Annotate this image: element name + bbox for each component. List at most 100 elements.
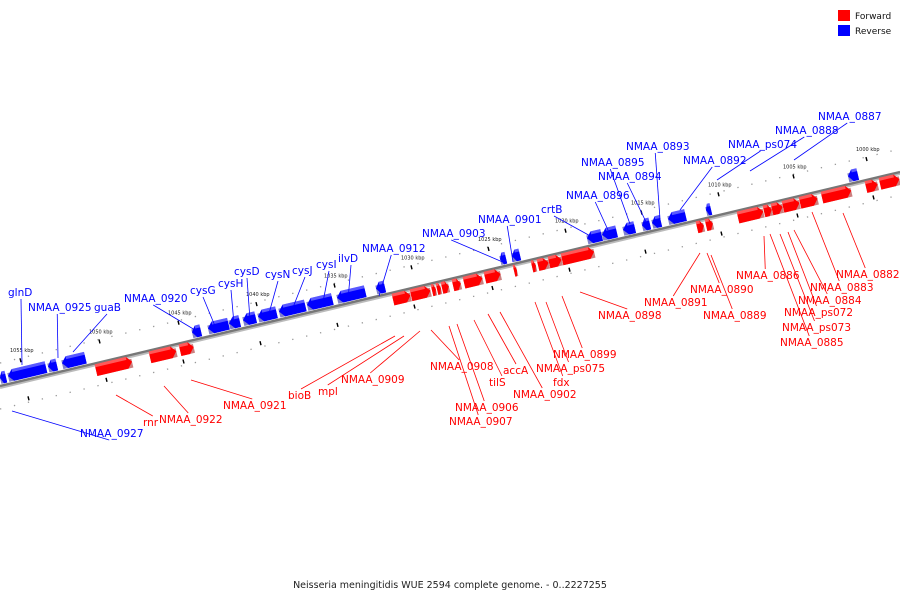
forward-gene[interactable] [736,206,765,224]
reverse-gene[interactable] [228,315,242,330]
gene-body[interactable] [47,358,59,373]
gene-body[interactable] [306,293,334,311]
gene-body[interactable] [451,278,463,292]
gene-body[interactable] [391,290,412,306]
gene-body[interactable] [483,268,502,284]
reverse-gene[interactable] [847,168,860,183]
gene-body[interactable] [704,218,715,231]
gene-body[interactable] [762,204,774,218]
gene-body[interactable] [512,264,519,277]
gene-body[interactable] [878,173,900,190]
forward-gene[interactable] [762,204,774,218]
forward-gene[interactable] [560,246,596,266]
reverse-gene[interactable] [705,203,713,216]
gene-body[interactable] [820,185,853,204]
gene-body[interactable] [547,254,563,269]
gene-body[interactable] [178,341,195,357]
gene-body[interactable] [191,324,203,338]
forward-gene[interactable] [435,282,443,295]
gene-body[interactable] [536,257,550,271]
gene-body[interactable] [435,282,443,295]
gene-body[interactable] [148,345,178,364]
forward-gene[interactable] [483,268,502,284]
gene-highlight [440,281,446,285]
reverse-gene[interactable] [257,306,278,323]
gene-body[interactable] [560,246,596,266]
gene-body[interactable] [375,280,387,295]
forward-gene[interactable] [462,272,484,289]
forward-gene[interactable] [820,185,853,204]
forward-gene[interactable] [148,345,178,364]
gene-body[interactable] [511,248,522,263]
reverse-gene[interactable] [61,351,87,370]
gene-body[interactable] [770,201,784,216]
forward-gene[interactable] [530,260,538,273]
forward-gene[interactable] [430,283,438,297]
gene-body[interactable] [228,315,242,329]
reverse-gene[interactable] [336,285,367,304]
forward-gene[interactable] [878,173,900,190]
gene-body[interactable] [257,306,278,322]
gene-body[interactable] [847,168,860,182]
gene-body[interactable] [530,260,538,273]
gene-body[interactable] [736,206,765,224]
forward-gene[interactable] [704,218,715,231]
forward-gene[interactable] [391,290,412,306]
gene-body[interactable] [336,285,367,303]
gene-body[interactable] [94,356,134,377]
reverse-gene[interactable] [641,217,652,232]
gene-body[interactable] [781,197,801,213]
forward-gene[interactable] [409,285,432,302]
forward-gene[interactable] [864,178,880,193]
gene-body[interactable] [705,203,713,216]
reverse-gene-label: glnD [8,287,32,299]
gene-highlight [462,273,477,280]
gene-body[interactable] [798,193,819,209]
leader-line [553,215,595,239]
gene-body[interactable] [440,280,451,294]
forward-gene[interactable] [178,341,196,357]
tick-mark [182,359,185,364]
gene-highlight [451,278,457,283]
forward-gene[interactable] [451,278,463,292]
gene-body[interactable] [667,209,687,225]
gene-body[interactable] [601,225,618,241]
gene-highlight [820,185,846,195]
forward-gene[interactable] [512,264,519,277]
reverse-gene[interactable] [667,209,687,226]
gene-body[interactable] [0,370,8,384]
gene-body[interactable] [7,361,48,382]
gene-body[interactable] [695,220,706,234]
leader-line [267,280,279,318]
forward-gene[interactable] [547,254,564,269]
gene-body[interactable] [641,217,652,232]
reverse-gene[interactable] [499,251,508,265]
tick-mark [410,265,413,270]
reverse-gene[interactable] [511,248,522,263]
gene-body[interactable] [61,351,87,369]
gene-body[interactable] [864,178,879,193]
forward-gene[interactable] [770,201,785,216]
reverse-gene[interactable] [47,358,59,373]
reverse-gene[interactable] [306,293,334,311]
reverse-gene[interactable] [651,215,663,229]
gene-body[interactable] [586,229,603,244]
reverse-gene[interactable] [586,229,603,245]
gene-body[interactable] [409,285,432,302]
forward-gene[interactable] [695,220,706,234]
forward-gene[interactable] [781,197,801,213]
gene-body[interactable] [622,221,637,235]
reverse-gene[interactable] [622,221,637,236]
reverse-gene-label: NMAA_0920 [124,293,188,305]
gene-body[interactable] [430,283,438,297]
forward-gene[interactable] [798,193,819,209]
reverse-gene[interactable] [191,324,203,339]
gene-body[interactable] [462,272,484,289]
reverse-gene[interactable] [7,361,48,382]
forward-gene[interactable] [536,257,551,271]
forward-gene[interactable] [94,356,134,377]
reverse-gene[interactable] [0,370,8,384]
reverse-gene[interactable] [601,225,618,241]
forward-gene[interactable] [440,280,451,294]
reverse-gene-label: NMAA_0893 [626,141,690,153]
